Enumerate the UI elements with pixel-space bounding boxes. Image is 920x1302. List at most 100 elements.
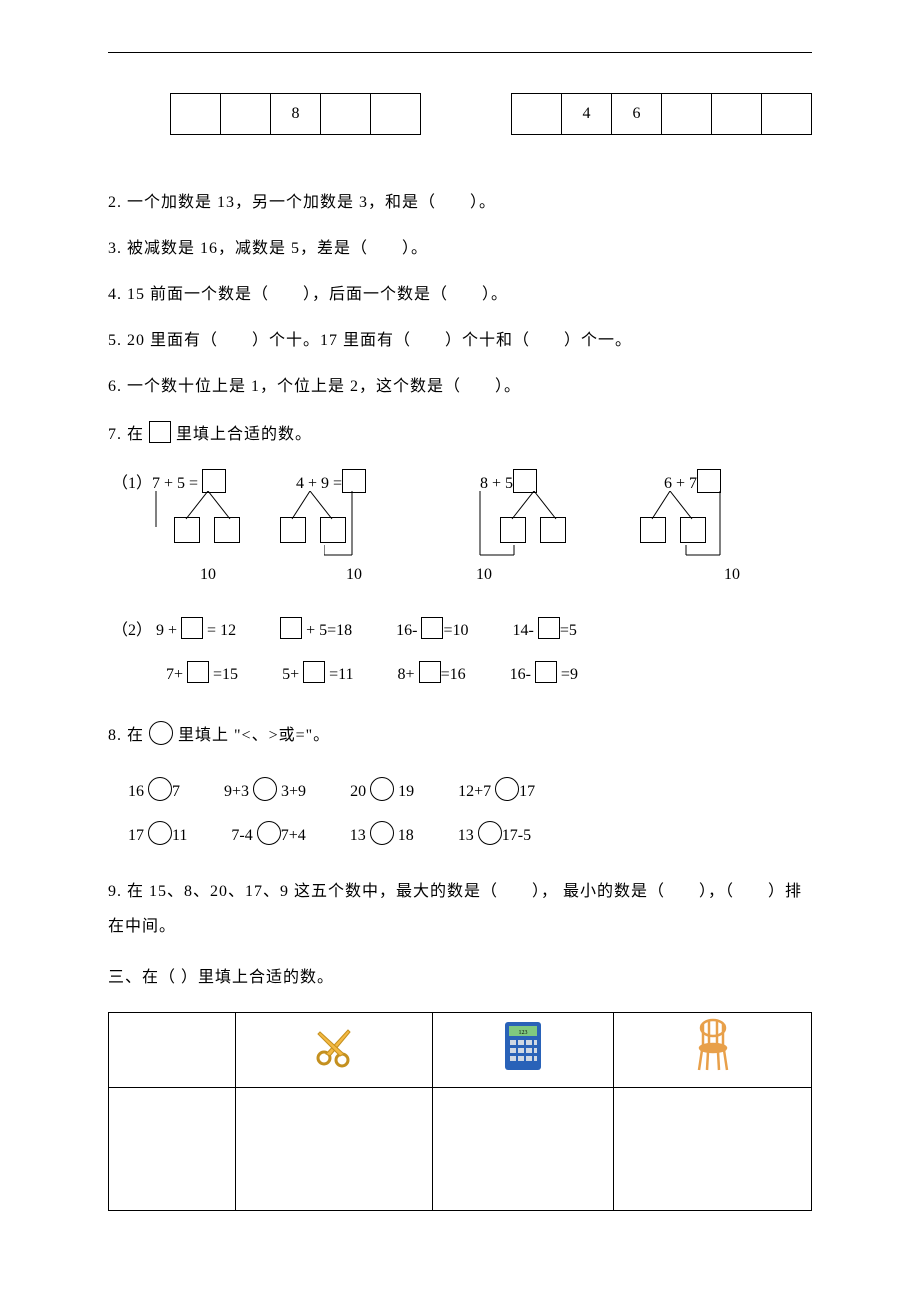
answer-circle[interactable] bbox=[370, 821, 394, 845]
decomp-d: 6 + 7 10 bbox=[664, 469, 812, 579]
fill-item: 8+ =16 bbox=[398, 653, 466, 697]
answer-circle[interactable] bbox=[495, 777, 519, 801]
decomp-b: 4 + 9 = 10 bbox=[296, 469, 444, 579]
cell[interactable] bbox=[170, 93, 221, 135]
q7-title-b: 里填上合适的数。 bbox=[171, 426, 312, 443]
answer-box[interactable] bbox=[187, 661, 209, 683]
sec3-table: 123 bbox=[108, 1012, 812, 1211]
t: 6 + bbox=[664, 475, 689, 492]
t: 20 bbox=[350, 783, 370, 800]
cmp-item: 17 11 bbox=[128, 814, 187, 858]
t: 9 + bbox=[156, 622, 181, 639]
t: = bbox=[185, 475, 202, 492]
cell[interactable]: 8 bbox=[270, 93, 321, 135]
answer-box[interactable] bbox=[535, 661, 557, 683]
fill-item: 9 + = 12 bbox=[156, 609, 236, 653]
q1-table-a: 8 bbox=[170, 93, 421, 135]
q1-table-b: 4 6 bbox=[511, 93, 812, 135]
answer-cell[interactable] bbox=[109, 1088, 236, 1211]
answer-cell[interactable] bbox=[614, 1088, 812, 1211]
t: 16 bbox=[128, 783, 148, 800]
q3-text: 3. 被减数是 16，减数是 5，差是（ ）。 bbox=[108, 237, 812, 261]
t: 11 bbox=[172, 827, 187, 844]
header-empty bbox=[109, 1013, 236, 1088]
sub1-label: （1） bbox=[112, 475, 152, 492]
fill-item: 16- =10 bbox=[396, 609, 468, 653]
t: 18 bbox=[394, 827, 414, 844]
fill-item: + 5=18 bbox=[280, 609, 352, 653]
answer-box[interactable] bbox=[181, 617, 203, 639]
answer-box[interactable] bbox=[342, 469, 366, 493]
q4-text: 4. 15 前面一个数是（ ），后面一个数是（ ）。 bbox=[108, 283, 812, 307]
split-src: 7 bbox=[689, 475, 697, 492]
t: =5 bbox=[560, 622, 577, 639]
sec3-title: 三、在（ ）里填上合适的数。 bbox=[108, 966, 812, 990]
cmp-item: 20 19 bbox=[350, 770, 414, 814]
answer-box[interactable] bbox=[419, 661, 441, 683]
answer-circle[interactable] bbox=[253, 777, 277, 801]
cell[interactable] bbox=[370, 93, 421, 135]
t: = bbox=[329, 475, 342, 492]
q7-title: 7. 在 里填上合适的数。 bbox=[108, 421, 812, 447]
t: 7+4 bbox=[281, 827, 306, 844]
t: 14- bbox=[512, 622, 537, 639]
q1-tables: 8 4 6 bbox=[170, 93, 812, 135]
cell[interactable] bbox=[220, 93, 271, 135]
q8-title-a: 8. 在 bbox=[108, 727, 149, 744]
header-rule bbox=[108, 52, 812, 53]
header-calculator: 123 bbox=[433, 1013, 614, 1088]
answer-box[interactable] bbox=[697, 469, 721, 493]
split-src: 5 bbox=[505, 475, 513, 492]
answer-box[interactable] bbox=[202, 469, 226, 493]
q6-text: 6. 一个数十位上是 1，个位上是 2，这个数是（ ）。 bbox=[108, 375, 812, 399]
header-chair bbox=[614, 1013, 812, 1088]
answer-box[interactable] bbox=[538, 617, 560, 639]
q2-text: 2. 一个加数是 13，另一个加数是 3，和是（ ）。 bbox=[108, 191, 812, 215]
t: =16 bbox=[441, 666, 466, 683]
cmp-item: 9+3 3+9 bbox=[224, 770, 306, 814]
ten-label: 10 bbox=[476, 563, 492, 587]
t: =11 bbox=[325, 666, 353, 683]
cell[interactable] bbox=[661, 93, 712, 135]
t: 7+ bbox=[166, 666, 187, 683]
split-box[interactable] bbox=[640, 517, 666, 543]
cmp-item: 16 7 bbox=[128, 770, 180, 814]
answer-circle[interactable] bbox=[478, 821, 502, 845]
cmp-item: 13 17-5 bbox=[458, 814, 531, 858]
t: 5+ bbox=[282, 666, 303, 683]
fill-item: 16- =9 bbox=[510, 653, 578, 697]
answer-box[interactable] bbox=[421, 617, 443, 639]
cell[interactable] bbox=[711, 93, 762, 135]
answer-cell[interactable] bbox=[433, 1088, 614, 1211]
t: 19 bbox=[394, 783, 414, 800]
q7-sub2-row: （2） 9 + = 12 + 5=18 16- =10 14- =5 7+ =1… bbox=[112, 609, 812, 697]
answer-box[interactable] bbox=[303, 661, 325, 683]
answer-circle[interactable] bbox=[257, 821, 281, 845]
t: = 12 bbox=[203, 622, 236, 639]
answer-cell[interactable] bbox=[235, 1088, 433, 1211]
cell[interactable] bbox=[511, 93, 562, 135]
cell[interactable] bbox=[320, 93, 371, 135]
answer-circle[interactable] bbox=[148, 821, 172, 845]
t: 17 bbox=[128, 827, 148, 844]
cell[interactable]: 6 bbox=[611, 93, 662, 135]
q8-title-b: 里填上 "<、>或="。 bbox=[173, 727, 330, 744]
ten-label: 10 bbox=[346, 563, 362, 587]
q8-rows: 16 7 9+3 3+9 20 19 12+7 17 17 11 7-4 7+4… bbox=[128, 770, 812, 858]
cell[interactable] bbox=[761, 93, 812, 135]
q9-text: 9. 在 15、8、20、17、9 这五个数中，最大的数是（ ）， 最小的数是（… bbox=[108, 874, 812, 944]
answer-box[interactable] bbox=[280, 617, 302, 639]
svg-text:123: 123 bbox=[519, 1030, 528, 1036]
answer-box[interactable] bbox=[513, 469, 537, 493]
t: 12+7 bbox=[458, 783, 495, 800]
t: 7 + bbox=[152, 475, 177, 492]
answer-circle[interactable] bbox=[148, 777, 172, 801]
q5-text: 5. 20 里面有（ ）个十。17 里面有（ ）个十和（ ）个一。 bbox=[108, 329, 812, 353]
t: =10 bbox=[443, 622, 468, 639]
cmp-item: 13 18 bbox=[350, 814, 414, 858]
split-box[interactable] bbox=[280, 517, 306, 543]
t: 17 bbox=[519, 783, 535, 800]
cell[interactable]: 4 bbox=[561, 93, 612, 135]
t: 16- bbox=[510, 666, 535, 683]
answer-circle[interactable] bbox=[370, 777, 394, 801]
